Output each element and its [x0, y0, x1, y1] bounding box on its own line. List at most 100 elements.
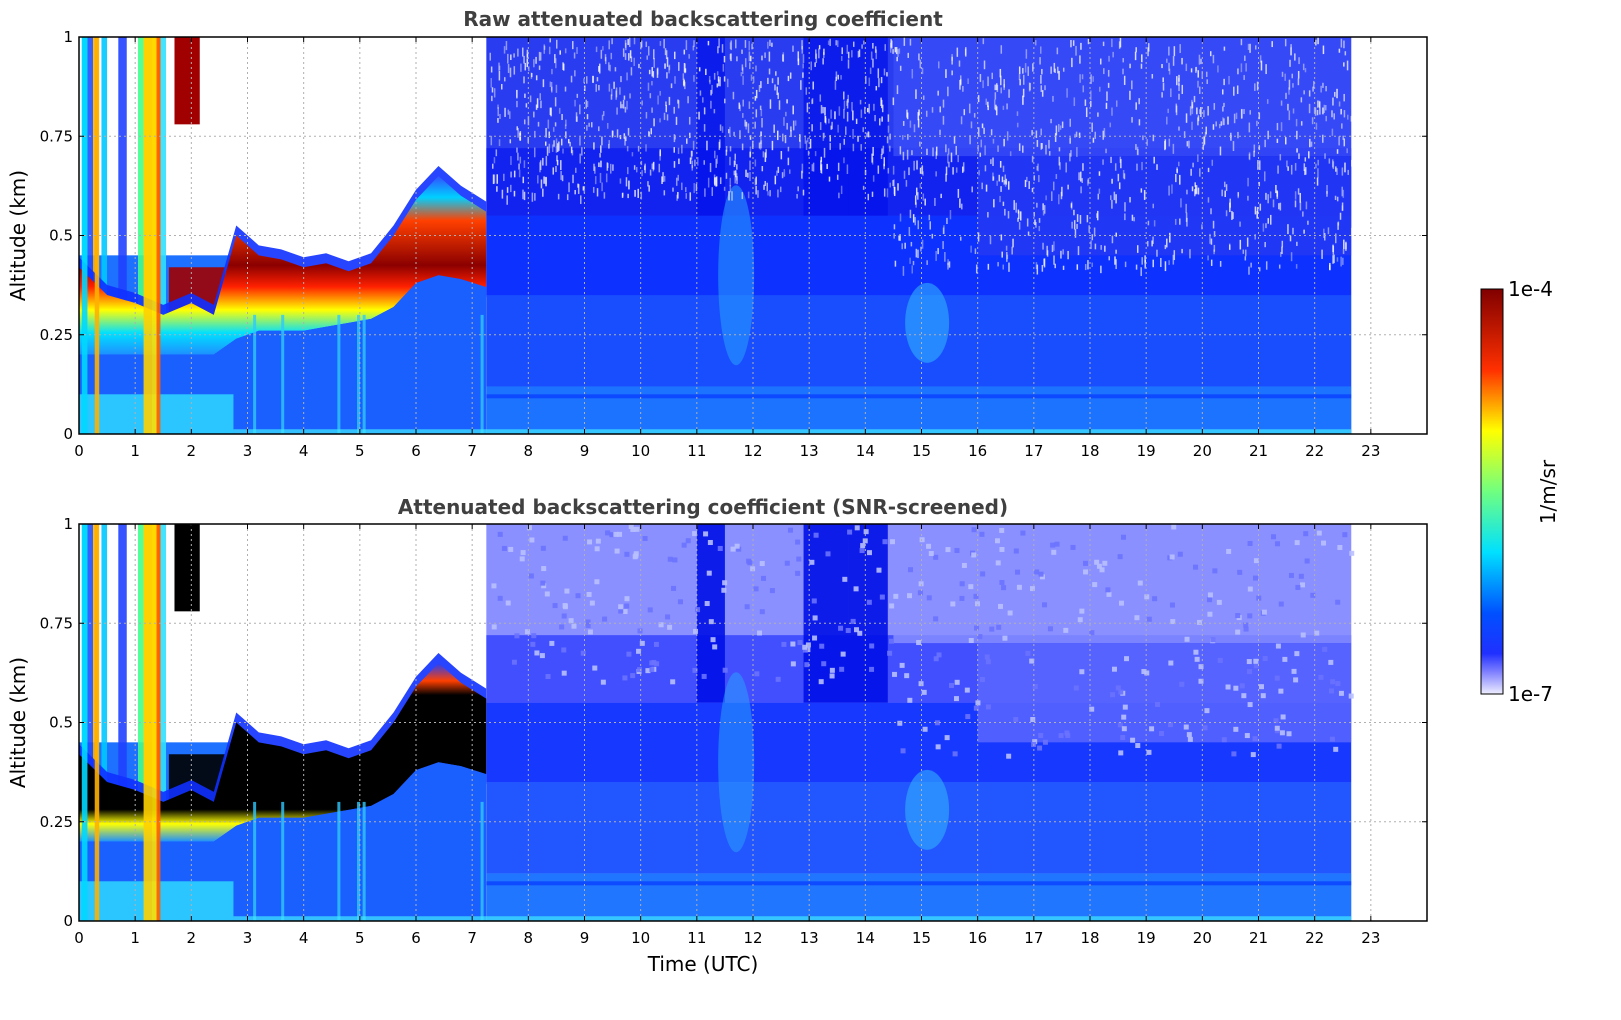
speckle: [968, 103, 971, 114]
speckle: [1123, 173, 1126, 180]
speckle: [1181, 248, 1183, 254]
speckle: [1197, 154, 1199, 162]
speckle: [513, 66, 516, 75]
speckle: [546, 146, 549, 156]
speckle: [621, 193, 624, 198]
speckle: [562, 535, 568, 541]
speckle: [629, 50, 632, 59]
speckle: [1022, 74, 1025, 85]
precip-streak: [160, 37, 167, 434]
speckle: [761, 55, 763, 61]
speckle: [917, 590, 923, 596]
speckle: [822, 106, 824, 114]
speckle: [819, 122, 822, 131]
speckle: [549, 38, 551, 43]
speckle: [1140, 188, 1143, 193]
speckle: [883, 157, 886, 167]
speckle: [1179, 174, 1181, 185]
speckle: [1041, 143, 1043, 149]
speckle: [1151, 74, 1154, 79]
speckle: [1314, 630, 1320, 636]
speckle: [647, 181, 649, 187]
speckle: [1346, 60, 1349, 71]
speckle: [685, 193, 688, 199]
speckle: [874, 114, 876, 122]
speckle: [959, 236, 962, 241]
speckle: [1237, 191, 1240, 197]
speckle: [1325, 105, 1327, 111]
speckle: [830, 109, 832, 119]
speckle: [1130, 737, 1136, 743]
speckle: [1058, 733, 1064, 739]
speckle: [1002, 201, 1005, 206]
speckle: [837, 124, 839, 133]
speckle: [1172, 56, 1175, 66]
speckle: [1018, 73, 1021, 81]
speckle: [595, 46, 598, 53]
speckle: [719, 76, 721, 87]
speckle: [815, 49, 817, 59]
speckle: [1264, 241, 1266, 248]
speckle: [985, 659, 991, 665]
speckle: [559, 624, 565, 630]
speckle: [921, 67, 924, 75]
speckle: [1189, 106, 1192, 116]
speckle: [499, 114, 501, 120]
speckle: [754, 178, 757, 186]
speckle: [651, 67, 653, 77]
speckle: [842, 576, 848, 582]
speckle: [620, 76, 622, 83]
speckle: [1345, 241, 1347, 251]
speckle: [1338, 690, 1344, 696]
speckle: [1029, 83, 1031, 91]
speckle: [580, 650, 586, 656]
speckle: [796, 556, 802, 562]
speckle: [602, 111, 605, 116]
speckle: [1186, 217, 1188, 227]
speckle: [615, 90, 617, 100]
speckle: [919, 59, 922, 69]
speckle: [1024, 63, 1027, 73]
speckle: [1241, 108, 1243, 119]
speckle: [915, 248, 918, 258]
speckle: [839, 666, 845, 672]
speckle: [1120, 159, 1122, 169]
speckle: [741, 49, 743, 54]
speckle: [776, 86, 778, 96]
speckle: [493, 157, 496, 164]
x-tick-label: 20: [1193, 442, 1212, 460]
speckle: [648, 130, 650, 137]
speckle: [1213, 244, 1216, 252]
speckle: [1207, 597, 1213, 603]
speckle: [1005, 178, 1008, 185]
speckle: [1057, 66, 1059, 74]
speckle: [894, 47, 897, 53]
speckle: [768, 68, 771, 75]
speckle: [681, 542, 687, 548]
speckle: [744, 58, 747, 68]
speckle: [804, 662, 810, 668]
speckle: [1146, 749, 1152, 755]
speckle: [1179, 44, 1181, 54]
speckle: [782, 52, 785, 63]
speckle: [576, 47, 578, 54]
speckle: [711, 84, 713, 94]
speckle: [1059, 162, 1061, 170]
colorbar: 1e-4 1e-7 1/m/sr: [1480, 277, 1560, 706]
speckle: [1241, 693, 1247, 699]
speckle: [582, 186, 585, 191]
speckle: [826, 163, 828, 170]
speckle: [1326, 185, 1328, 194]
speckle: [881, 148, 883, 155]
speckle: [647, 82, 650, 91]
speckle: [1276, 191, 1279, 199]
speckle: [1138, 98, 1140, 105]
speckle: [837, 162, 840, 172]
speckle: [1081, 74, 1084, 80]
speckle: [881, 116, 883, 122]
speckle: [626, 100, 628, 110]
speckle: [648, 69, 651, 75]
speckle: [594, 176, 597, 185]
speckle: [755, 65, 757, 72]
speckle: [1160, 257, 1162, 268]
